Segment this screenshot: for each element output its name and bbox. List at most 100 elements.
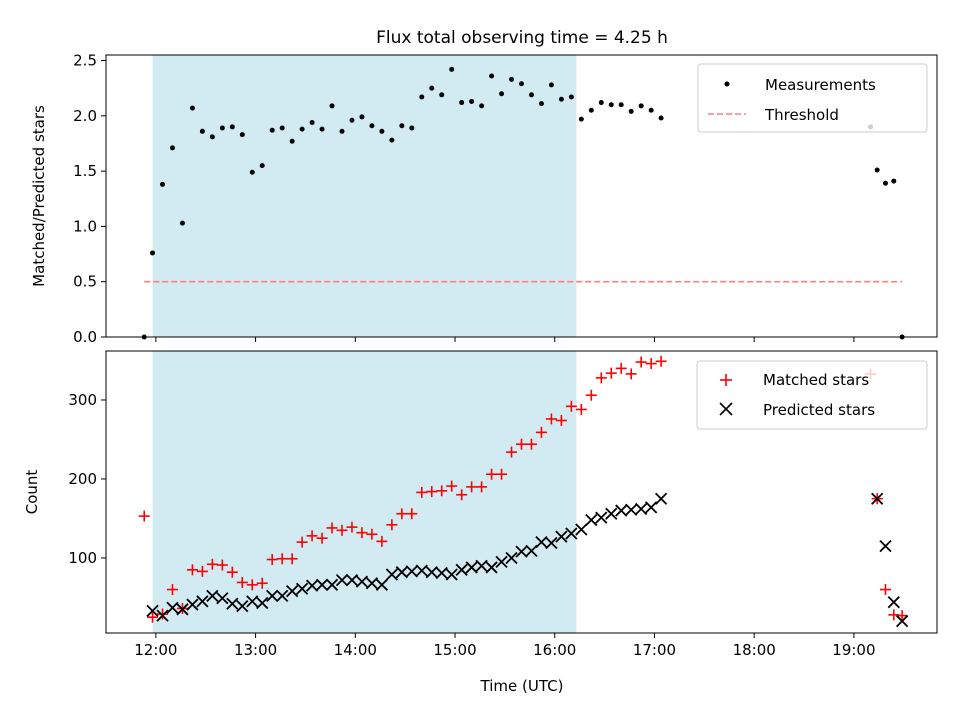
- measurement-point: [568, 94, 574, 100]
- matched-star-point: [645, 358, 657, 370]
- predicted-star-point: [415, 564, 428, 577]
- measurement-point: [239, 132, 245, 138]
- bottom-panel-y-ticks: 100 200 300: [68, 391, 106, 567]
- predicted-star-point: [605, 507, 618, 520]
- y-tick-label: 300: [68, 391, 97, 409]
- predicted-star-point: [276, 589, 289, 603]
- matched-star-point: [516, 438, 527, 450]
- predicted-star-point: [186, 598, 199, 611]
- bottom-panel-x-ticks: 12:00 13:00 14:00 15:00 16:00 17:00 18:00 19:00: [134, 633, 876, 659]
- legend-predicted-label: Predicted stars: [763, 401, 875, 419]
- predicted-star-point: [475, 559, 488, 572]
- predicted-star-point: [895, 615, 909, 628]
- matched-star-point: [366, 528, 378, 540]
- y-tick-label: 100: [68, 549, 97, 567]
- measurement-point: [219, 125, 225, 131]
- matched-star-point: [436, 485, 448, 497]
- measurement-point: [389, 137, 395, 143]
- matched-star-point: [157, 608, 169, 620]
- measurement-point: [379, 128, 385, 134]
- matched-star-point: [196, 565, 208, 577]
- predicted-star-point: [585, 513, 598, 527]
- y-tick-label: 0.0: [73, 328, 97, 346]
- predicted-star-point: [385, 568, 399, 581]
- predicted-star-point: [375, 578, 389, 591]
- measurement-point: [548, 82, 554, 88]
- predicted-star-point: [305, 579, 319, 592]
- matched-star-point: [655, 355, 667, 367]
- predicted-star-point: [525, 544, 538, 557]
- measurement-point: [638, 103, 644, 109]
- matched-star-point: [605, 367, 617, 379]
- predicted-star-point: [345, 573, 359, 587]
- predicted-star-point: [405, 565, 418, 578]
- top-panel-y-axis-label: Matched/Predicted stars: [30, 105, 48, 287]
- measurement-point: [179, 220, 185, 226]
- matched-star-point: [476, 481, 488, 493]
- measurement-point: [439, 92, 445, 98]
- matched-star-point: [625, 368, 637, 380]
- predicted-star-point: [879, 539, 892, 553]
- measurement-point: [459, 100, 465, 106]
- matched-star-point: [246, 579, 258, 591]
- matched-star-point: [426, 486, 438, 498]
- predicted-star-point: [515, 545, 528, 558]
- predicted-star-point: [295, 582, 309, 595]
- legend-measurements-marker: [724, 81, 730, 87]
- matched-star-point: [226, 566, 238, 578]
- predicted-star-point: [365, 577, 379, 590]
- predicted-star-point: [395, 566, 408, 579]
- measurement-point: [189, 105, 195, 111]
- legend-measurements-label: Measurements: [765, 76, 876, 94]
- predicted-star-point: [455, 563, 468, 576]
- predicted-star-point: [146, 604, 159, 618]
- predicted-star-point: [654, 492, 668, 505]
- predicted-star-point: [286, 584, 299, 598]
- predicted-star-point: [555, 530, 568, 543]
- measurement-point: [329, 103, 335, 109]
- matched-star-point: [356, 527, 368, 539]
- x-tick-label: 13:00: [234, 641, 277, 659]
- measurement-point: [479, 103, 485, 109]
- measurement-point: [249, 169, 255, 175]
- matched-star-point: [416, 486, 428, 498]
- observing-interval-shade: [152, 351, 577, 633]
- predicted-star-point: [256, 596, 269, 610]
- measurement-point: [538, 101, 544, 107]
- measurement-point: [160, 181, 166, 187]
- measurement-point: [309, 119, 315, 125]
- measurement-point: [469, 98, 475, 104]
- matched-star-point: [276, 553, 288, 565]
- matched-star-point: [147, 611, 159, 623]
- measurement-point: [528, 92, 534, 98]
- measurement-point: [419, 94, 425, 100]
- matched-star-point: [206, 558, 218, 570]
- observing-interval-shade: [152, 55, 577, 337]
- measurement-point: [349, 117, 355, 123]
- measurement-point: [339, 128, 345, 134]
- top-panel-marks: [141, 66, 905, 340]
- matched-star-point: [406, 508, 418, 520]
- predicted-star-point: [236, 600, 249, 613]
- y-tick-label: 2.0: [73, 107, 97, 125]
- predicted-star-point: [465, 561, 478, 574]
- measurement-point: [509, 76, 515, 82]
- measurement-point: [429, 85, 435, 91]
- top-panel-x-ticks: [155, 337, 855, 342]
- measurement-point: [279, 125, 285, 131]
- measurement-point: [874, 167, 880, 173]
- matched-star-point: [595, 372, 607, 384]
- matched-star-point: [466, 481, 478, 493]
- predicted-star-point: [176, 603, 189, 616]
- measurement-point: [578, 116, 584, 122]
- matched-star-point: [286, 553, 298, 565]
- matched-star-point: [896, 610, 908, 622]
- predicted-star-point: [535, 536, 548, 549]
- measurement-point: [150, 250, 156, 256]
- x-tick-label: 19:00: [832, 641, 875, 659]
- matched-star-point: [879, 584, 891, 596]
- measurement-point: [628, 108, 634, 114]
- measurement-point: [229, 124, 235, 130]
- measurement-point: [269, 127, 275, 133]
